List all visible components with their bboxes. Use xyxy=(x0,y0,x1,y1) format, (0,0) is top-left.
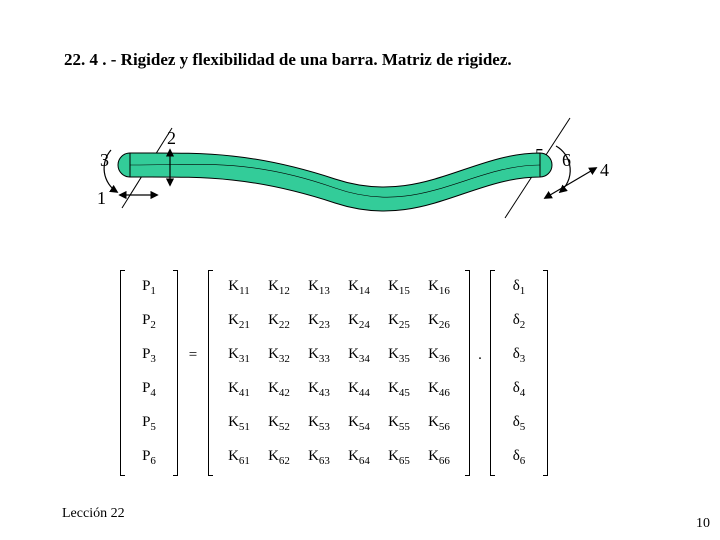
K-cell: K34 xyxy=(339,346,379,365)
K-cell: K41 xyxy=(219,380,259,399)
K-cell: K52 xyxy=(259,414,299,433)
bracket-d-right xyxy=(543,270,548,476)
delta-cell: δ3 xyxy=(501,346,537,365)
vector-P: P1 P2 P3 P4 P5 P6 xyxy=(131,270,167,474)
K-cell: K24 xyxy=(339,312,379,331)
P-cell: P3 xyxy=(131,346,167,365)
bracket-P-right xyxy=(173,270,178,476)
K-cell: K14 xyxy=(339,278,379,297)
delta-cell: δ1 xyxy=(501,278,537,297)
delta-cell: δ6 xyxy=(501,448,537,467)
K-cell: K44 xyxy=(339,380,379,399)
K-cell: K66 xyxy=(419,448,459,467)
equals-cell: = xyxy=(178,347,208,364)
beam-body xyxy=(118,153,552,211)
K-cell: K43 xyxy=(299,380,339,399)
K-cell: K56 xyxy=(419,414,459,433)
K-cell: K63 xyxy=(299,448,339,467)
K-cell: K33 xyxy=(299,346,339,365)
arc-left xyxy=(104,150,117,192)
P-cell: P1 xyxy=(131,278,167,297)
vector-delta: δ1 δ2 δ3 δ4 δ5 δ6 xyxy=(501,270,537,474)
bracket-P-left xyxy=(120,270,125,476)
delta-cell: δ5 xyxy=(501,414,537,433)
matrix-K: K11K12K13K14K15K16K21K22K23K24K25K26K31K… xyxy=(219,270,459,474)
K-cell: K54 xyxy=(339,414,379,433)
beam-diagram xyxy=(0,0,720,260)
P-cell: P2 xyxy=(131,312,167,331)
K-cell: K15 xyxy=(379,278,419,297)
stiffness-matrix-equation: P1P2P3P4P5P6 = K11K12K13K14K15K16K21K22K… xyxy=(120,270,548,476)
K-cell: K64 xyxy=(339,448,379,467)
K-cell: K45 xyxy=(379,380,419,399)
delta-cell: δ2 xyxy=(501,312,537,331)
delta-cell: δ4 xyxy=(501,380,537,399)
P-cell: P4 xyxy=(131,380,167,399)
K-cell: K11 xyxy=(219,278,259,297)
P-cell: P6 xyxy=(131,448,167,467)
K-cell: K22 xyxy=(259,312,299,331)
bracket-d-left xyxy=(490,270,495,476)
K-cell: K55 xyxy=(379,414,419,433)
K-cell: K35 xyxy=(379,346,419,365)
K-cell: K25 xyxy=(379,312,419,331)
K-cell: K13 xyxy=(299,278,339,297)
K-cell: K16 xyxy=(419,278,459,297)
K-cell: K51 xyxy=(219,414,259,433)
K-cell: K65 xyxy=(379,448,419,467)
K-cell: K12 xyxy=(259,278,299,297)
bracket-K-right xyxy=(465,270,470,476)
K-cell: K36 xyxy=(419,346,459,365)
K-cell: K21 xyxy=(219,312,259,331)
K-cell: K31 xyxy=(219,346,259,365)
K-cell: K61 xyxy=(219,448,259,467)
K-cell: K32 xyxy=(259,346,299,365)
K-cell: K42 xyxy=(259,380,299,399)
P-cell: P5 xyxy=(131,414,167,433)
K-cell: K53 xyxy=(299,414,339,433)
K-cell: K62 xyxy=(259,448,299,467)
K-cell: K23 xyxy=(299,312,339,331)
page-number: 10 xyxy=(696,516,710,532)
bracket-K-left xyxy=(208,270,213,476)
dot-cell: . xyxy=(470,347,490,364)
footer-lesson: Lección 22 xyxy=(62,506,125,522)
K-cell: K46 xyxy=(419,380,459,399)
K-cell: K26 xyxy=(419,312,459,331)
dot-column: . xyxy=(470,270,490,474)
equals-column: = xyxy=(178,270,208,474)
